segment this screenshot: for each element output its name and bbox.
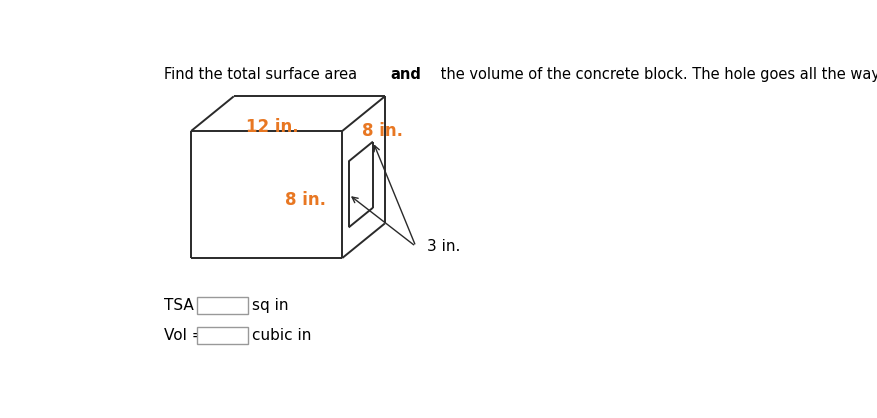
Text: 8 in.: 8 in. <box>285 191 326 209</box>
Bar <box>197 296 247 314</box>
Text: and: and <box>389 67 420 82</box>
Text: 3 in.: 3 in. <box>427 239 460 254</box>
Text: Vol =: Vol = <box>164 328 204 343</box>
Bar <box>197 327 247 344</box>
Text: the volume of the concrete block. The hole goes all the way through.: the volume of the concrete block. The ho… <box>436 67 877 82</box>
Text: Find the total surface area: Find the total surface area <box>164 67 361 82</box>
Text: sq in: sq in <box>252 298 289 313</box>
Text: 12 in.: 12 in. <box>246 118 298 136</box>
Text: cubic in: cubic in <box>252 328 311 343</box>
Text: 8 in.: 8 in. <box>361 122 403 140</box>
Text: TSA =: TSA = <box>164 298 211 313</box>
